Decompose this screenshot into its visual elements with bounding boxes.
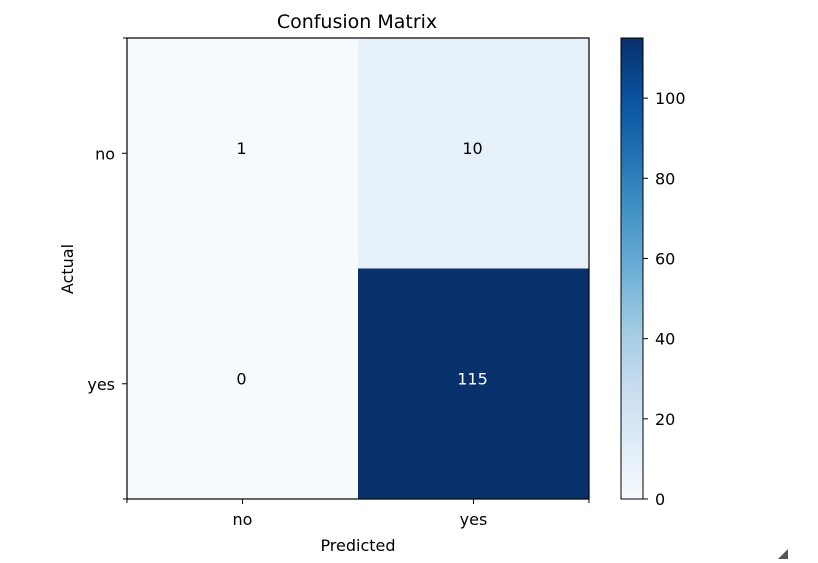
colorbar-tick-label: 100 — [655, 89, 686, 108]
cell-value-label: 10 — [462, 139, 482, 158]
y-tick-label: yes — [87, 375, 115, 394]
colorbar-tick-label: 60 — [655, 249, 675, 268]
heatmap-cell — [358, 268, 590, 500]
heatmap-cell — [358, 38, 590, 269]
chart-title: Confusion Matrix — [277, 11, 437, 33]
heatmap-cell-labels: 1 10 0 115 — [236, 139, 487, 389]
colorbar-ticks: 0 20 40 60 80 100 — [643, 89, 686, 509]
heatmap-cell — [127, 268, 359, 500]
cell-value-label: 1 — [236, 139, 246, 158]
x-axis-label: Predicted — [320, 536, 395, 555]
cell-value-label: 0 — [236, 369, 246, 388]
x-tick-label: yes — [460, 510, 488, 529]
y-axis: no yes — [87, 37, 127, 500]
colorbar-tick-label: 80 — [655, 169, 675, 188]
y-tick-label: no — [95, 144, 115, 163]
plot-frame — [126, 37, 590, 500]
cell-value-label: 115 — [457, 369, 488, 388]
y-axis-label: Actual — [58, 244, 77, 294]
colorbar-tick-label: 40 — [655, 330, 675, 349]
colorbar-tick-label: 0 — [655, 490, 665, 509]
heatmap-cell — [127, 38, 359, 269]
heatmap-cells — [127, 38, 590, 500]
colorbar-tick-label: 20 — [655, 410, 675, 429]
x-axis: no yes — [126, 499, 590, 529]
resize-grip-icon[interactable] — [778, 549, 788, 559]
colorbar — [620, 37, 644, 500]
x-tick-label: no — [233, 510, 253, 529]
